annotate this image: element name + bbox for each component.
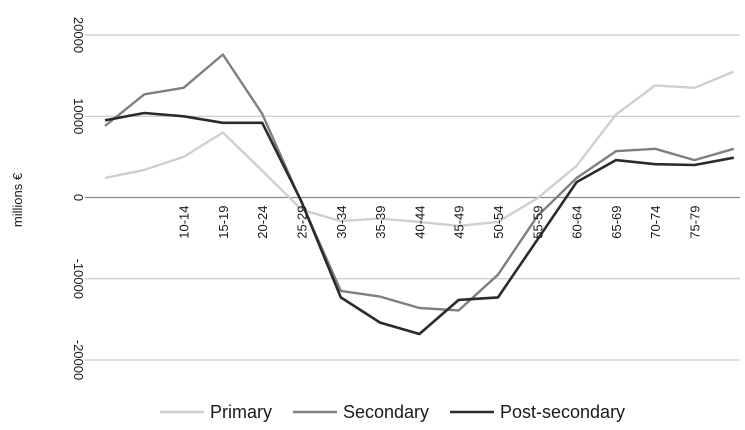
x-tick-label: 25-29 <box>295 206 310 239</box>
x-tick-label: 35-39 <box>373 206 388 239</box>
x-tick-label: 15-19 <box>216 206 231 239</box>
y-tick-label: 20000 <box>71 17 86 53</box>
x-tick-label: 45-49 <box>452 206 467 239</box>
x-tick-label: 65-69 <box>609 206 624 239</box>
series-line-secondary <box>104 53 735 312</box>
y-tick-label: 10000 <box>71 98 86 134</box>
x-tick-label: 55-59 <box>530 206 545 239</box>
y-axis-tick-labels: 20000 10000 0 -10000 -20000 <box>71 17 86 380</box>
y-axis-label: millions € <box>10 172 25 227</box>
series-line-primary <box>104 70 735 228</box>
series-lines <box>104 53 735 336</box>
legend-label: Post-secondary <box>500 402 625 422</box>
x-tick-label: 20-24 <box>255 206 270 239</box>
x-tick-label: 40-44 <box>412 206 427 239</box>
legend: Primary Secondary Post-secondary <box>160 402 625 422</box>
legend-label: Secondary <box>343 402 429 422</box>
y-tick-label: -20000 <box>71 340 86 380</box>
y-tick-label: -10000 <box>71 259 86 299</box>
x-tick-label: 50-54 <box>491 206 506 239</box>
x-tick-label: 70-74 <box>648 206 663 239</box>
series-line-post-secondary <box>104 111 735 336</box>
y-tick-label: 0 <box>71 194 86 201</box>
legend-label: Primary <box>210 402 272 422</box>
x-tick-label: 60-64 <box>570 206 585 239</box>
x-tick-label: 75-79 <box>688 206 703 239</box>
gridlines <box>85 34 740 361</box>
x-axis-tick-labels: 10-14 15-19 20-24 25-29 30-34 35-39 40-44 45-49… <box>177 206 703 239</box>
x-tick-label: 30-34 <box>334 206 349 239</box>
x-tick-label: 10-14 <box>177 206 192 239</box>
